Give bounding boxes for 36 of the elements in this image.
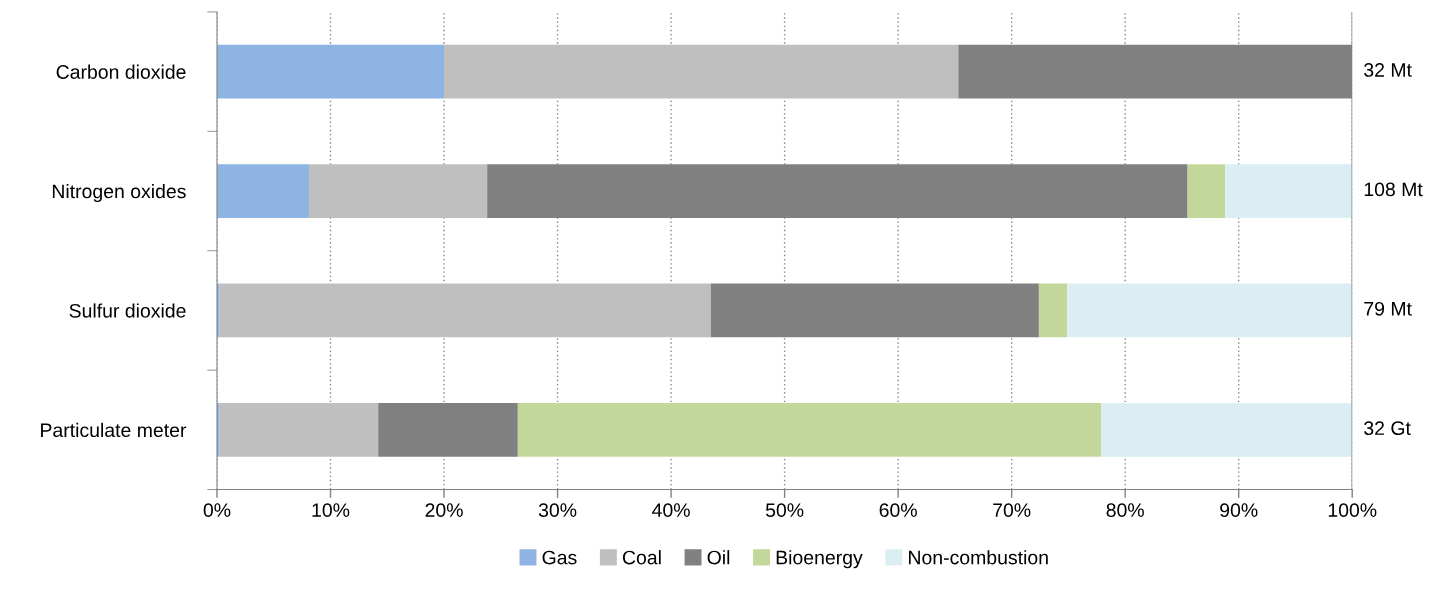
legend-label: Gas: [542, 550, 577, 565]
x-tick-label: 70%: [993, 503, 1031, 518]
bar: [517, 402, 1102, 457]
x-tick-label: 50%: [765, 503, 804, 518]
text: 108 Mt: [1364, 182, 1423, 197]
bar: [308, 164, 488, 218]
x-tick-label: 30%: [538, 503, 577, 518]
bar: [1101, 402, 1353, 457]
bar: [219, 283, 711, 338]
legend-label: Oil: [707, 550, 730, 565]
legend-label: Bioenergy: [776, 550, 863, 569]
bar: [1038, 283, 1068, 338]
x-tick-label: 0%: [203, 503, 231, 518]
text: 79 Mt: [1364, 301, 1412, 316]
legend-label: Non-combustion: [909, 550, 1048, 565]
y-tick-label: Nitrogen oxides: [52, 183, 186, 203]
bar: [1067, 283, 1353, 338]
text: 32 Gt: [1364, 421, 1411, 436]
y-tick-label: Sulfur dioxide: [69, 303, 186, 318]
bar: [219, 402, 379, 457]
legend-label: Coal: [622, 550, 661, 565]
y-tick-label: Particulate meter: [41, 422, 187, 438]
bar: [216, 164, 309, 218]
x-tick-label: 40%: [652, 503, 690, 518]
x-tick-label: 10%: [312, 503, 350, 518]
x-tick-label: 80%: [1106, 503, 1144, 518]
bar: [1225, 164, 1353, 218]
bar: [1187, 164, 1226, 218]
text: 32 Mt: [1364, 63, 1412, 77]
bar: [216, 44, 445, 99]
x-tick-label: 20%: [425, 503, 463, 518]
x-tick-label: 90%: [1220, 503, 1258, 518]
x-tick-label: 100%: [1328, 503, 1377, 518]
x-tick-label: 60%: [879, 503, 917, 518]
y-tick-label: Carbon dioxide: [56, 64, 186, 79]
bar: [444, 44, 959, 99]
